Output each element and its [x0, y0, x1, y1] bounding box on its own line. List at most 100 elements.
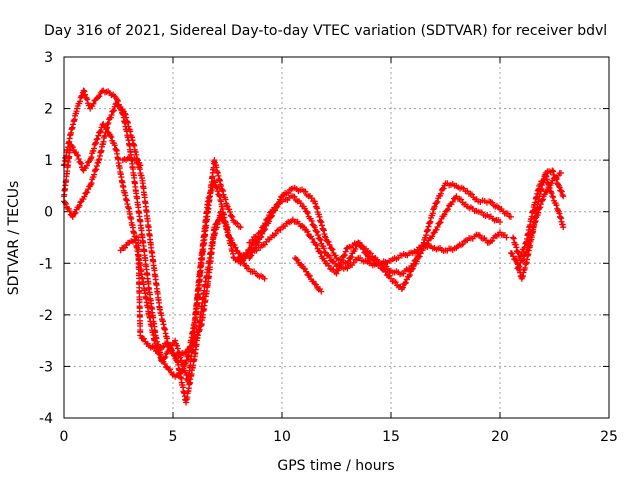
data-point-trail [101, 88, 112, 96]
data-point-trail [433, 244, 447, 255]
x-tick-label: 5 [169, 429, 178, 445]
data-point [560, 193, 567, 200]
y-tick-labels: 3 2 1 0 -1 -2 -3 -4 [39, 50, 53, 427]
data-point-trail [105, 101, 119, 126]
data-point-trail [113, 147, 126, 186]
data-point-trail [139, 237, 152, 291]
data-point-trail [190, 323, 204, 349]
data-point-trail [550, 194, 562, 214]
data-point [311, 224, 318, 231]
data-point-trail [219, 214, 230, 228]
data-point-trail [345, 256, 360, 269]
series-12 [514, 170, 565, 272]
y-tick-label: -1 [39, 256, 53, 272]
data-point-trail [121, 155, 131, 163]
data-point [104, 121, 111, 128]
data-point-trail [120, 183, 132, 212]
data-point [558, 170, 565, 177]
data-point-trail [70, 199, 84, 217]
data-point-trail [346, 240, 360, 251]
data-point-trail [108, 91, 118, 100]
series-9 [292, 255, 325, 295]
data-point-trail [139, 180, 154, 248]
data-point-trail [541, 180, 555, 198]
data-point-trail [88, 96, 99, 110]
data-point-trail [556, 210, 566, 228]
data-point-trail [269, 226, 284, 239]
data-point-trail [182, 344, 195, 356]
data-point-trail [74, 152, 86, 173]
data-point-trail [389, 278, 404, 290]
data-point-trail [530, 186, 542, 214]
data-point-trail [74, 89, 86, 109]
data-point-trail [87, 159, 102, 188]
data-point-trail [139, 278, 152, 317]
data-point-trail [148, 248, 163, 311]
data-point-trail [128, 155, 138, 163]
data-point-trail [232, 219, 242, 230]
data-point-trail [487, 213, 502, 224]
x-tick-label: 25 [600, 429, 618, 445]
data-point-trail [291, 218, 306, 230]
data-point [237, 224, 244, 231]
data-point-trail [94, 122, 106, 142]
data-point-trail [146, 313, 159, 347]
data-point [497, 219, 503, 226]
data-point-trail [227, 235, 241, 255]
data-point-trail [454, 195, 469, 208]
data-point [137, 162, 144, 169]
data-point-trail [432, 182, 448, 207]
data-points [61, 87, 567, 406]
data-point-trail [61, 144, 74, 198]
data-point-trail [323, 252, 339, 267]
data-point-trail [477, 197, 490, 206]
series-2 [61, 121, 244, 385]
chart-title: Day 316 of 2021, Sidereal Day-to-day VTE… [44, 23, 607, 39]
data-point-trail [312, 227, 328, 255]
data-point [69, 213, 76, 220]
data-point-trail [523, 219, 538, 255]
data-point-trail [508, 250, 520, 264]
data-point-trail [254, 272, 266, 281]
data-point-trail [258, 236, 273, 249]
data-point-trail [312, 241, 328, 264]
data-point-trail [212, 179, 224, 204]
data-point-trail [160, 348, 171, 362]
data-point [322, 234, 329, 241]
data-point-trail [399, 266, 415, 291]
plot-frame [63, 56, 610, 419]
data-point-trail [466, 204, 480, 215]
data-point-trail [173, 369, 184, 379]
data-point-trail [258, 209, 274, 235]
data-point [510, 234, 517, 241]
series-4 [117, 213, 231, 360]
x-tick-label: 10 [273, 429, 291, 445]
data-point-trail [198, 282, 211, 328]
y-tick-label: 3 [44, 50, 53, 66]
series-5 [119, 154, 144, 169]
data-point-trail [247, 230, 262, 246]
data-point-trail [477, 209, 491, 219]
data-point [431, 203, 438, 210]
data-point-trail [411, 244, 426, 255]
x-tick-labels: 0 5 10 15 20 25 [60, 429, 618, 445]
data-point-trail [95, 88, 105, 101]
y-tick-label: -4 [39, 411, 53, 427]
data-point [409, 265, 416, 272]
data-point [93, 136, 100, 143]
data-point [542, 172, 549, 179]
data-point-trail [544, 168, 554, 176]
data-point-trail [324, 260, 338, 276]
data-point-trail [174, 359, 189, 404]
data-point-trail [312, 200, 328, 240]
data-point [507, 213, 514, 220]
y-axis-label: SDTVAR / TECUs [6, 181, 22, 296]
data-point [80, 87, 87, 94]
data-point [261, 275, 268, 282]
x-tick-label: 20 [491, 429, 509, 445]
data-point-trail [323, 237, 339, 259]
y-tick-label: -2 [39, 308, 53, 324]
data-point [74, 151, 81, 158]
data-point-trail [134, 159, 143, 166]
